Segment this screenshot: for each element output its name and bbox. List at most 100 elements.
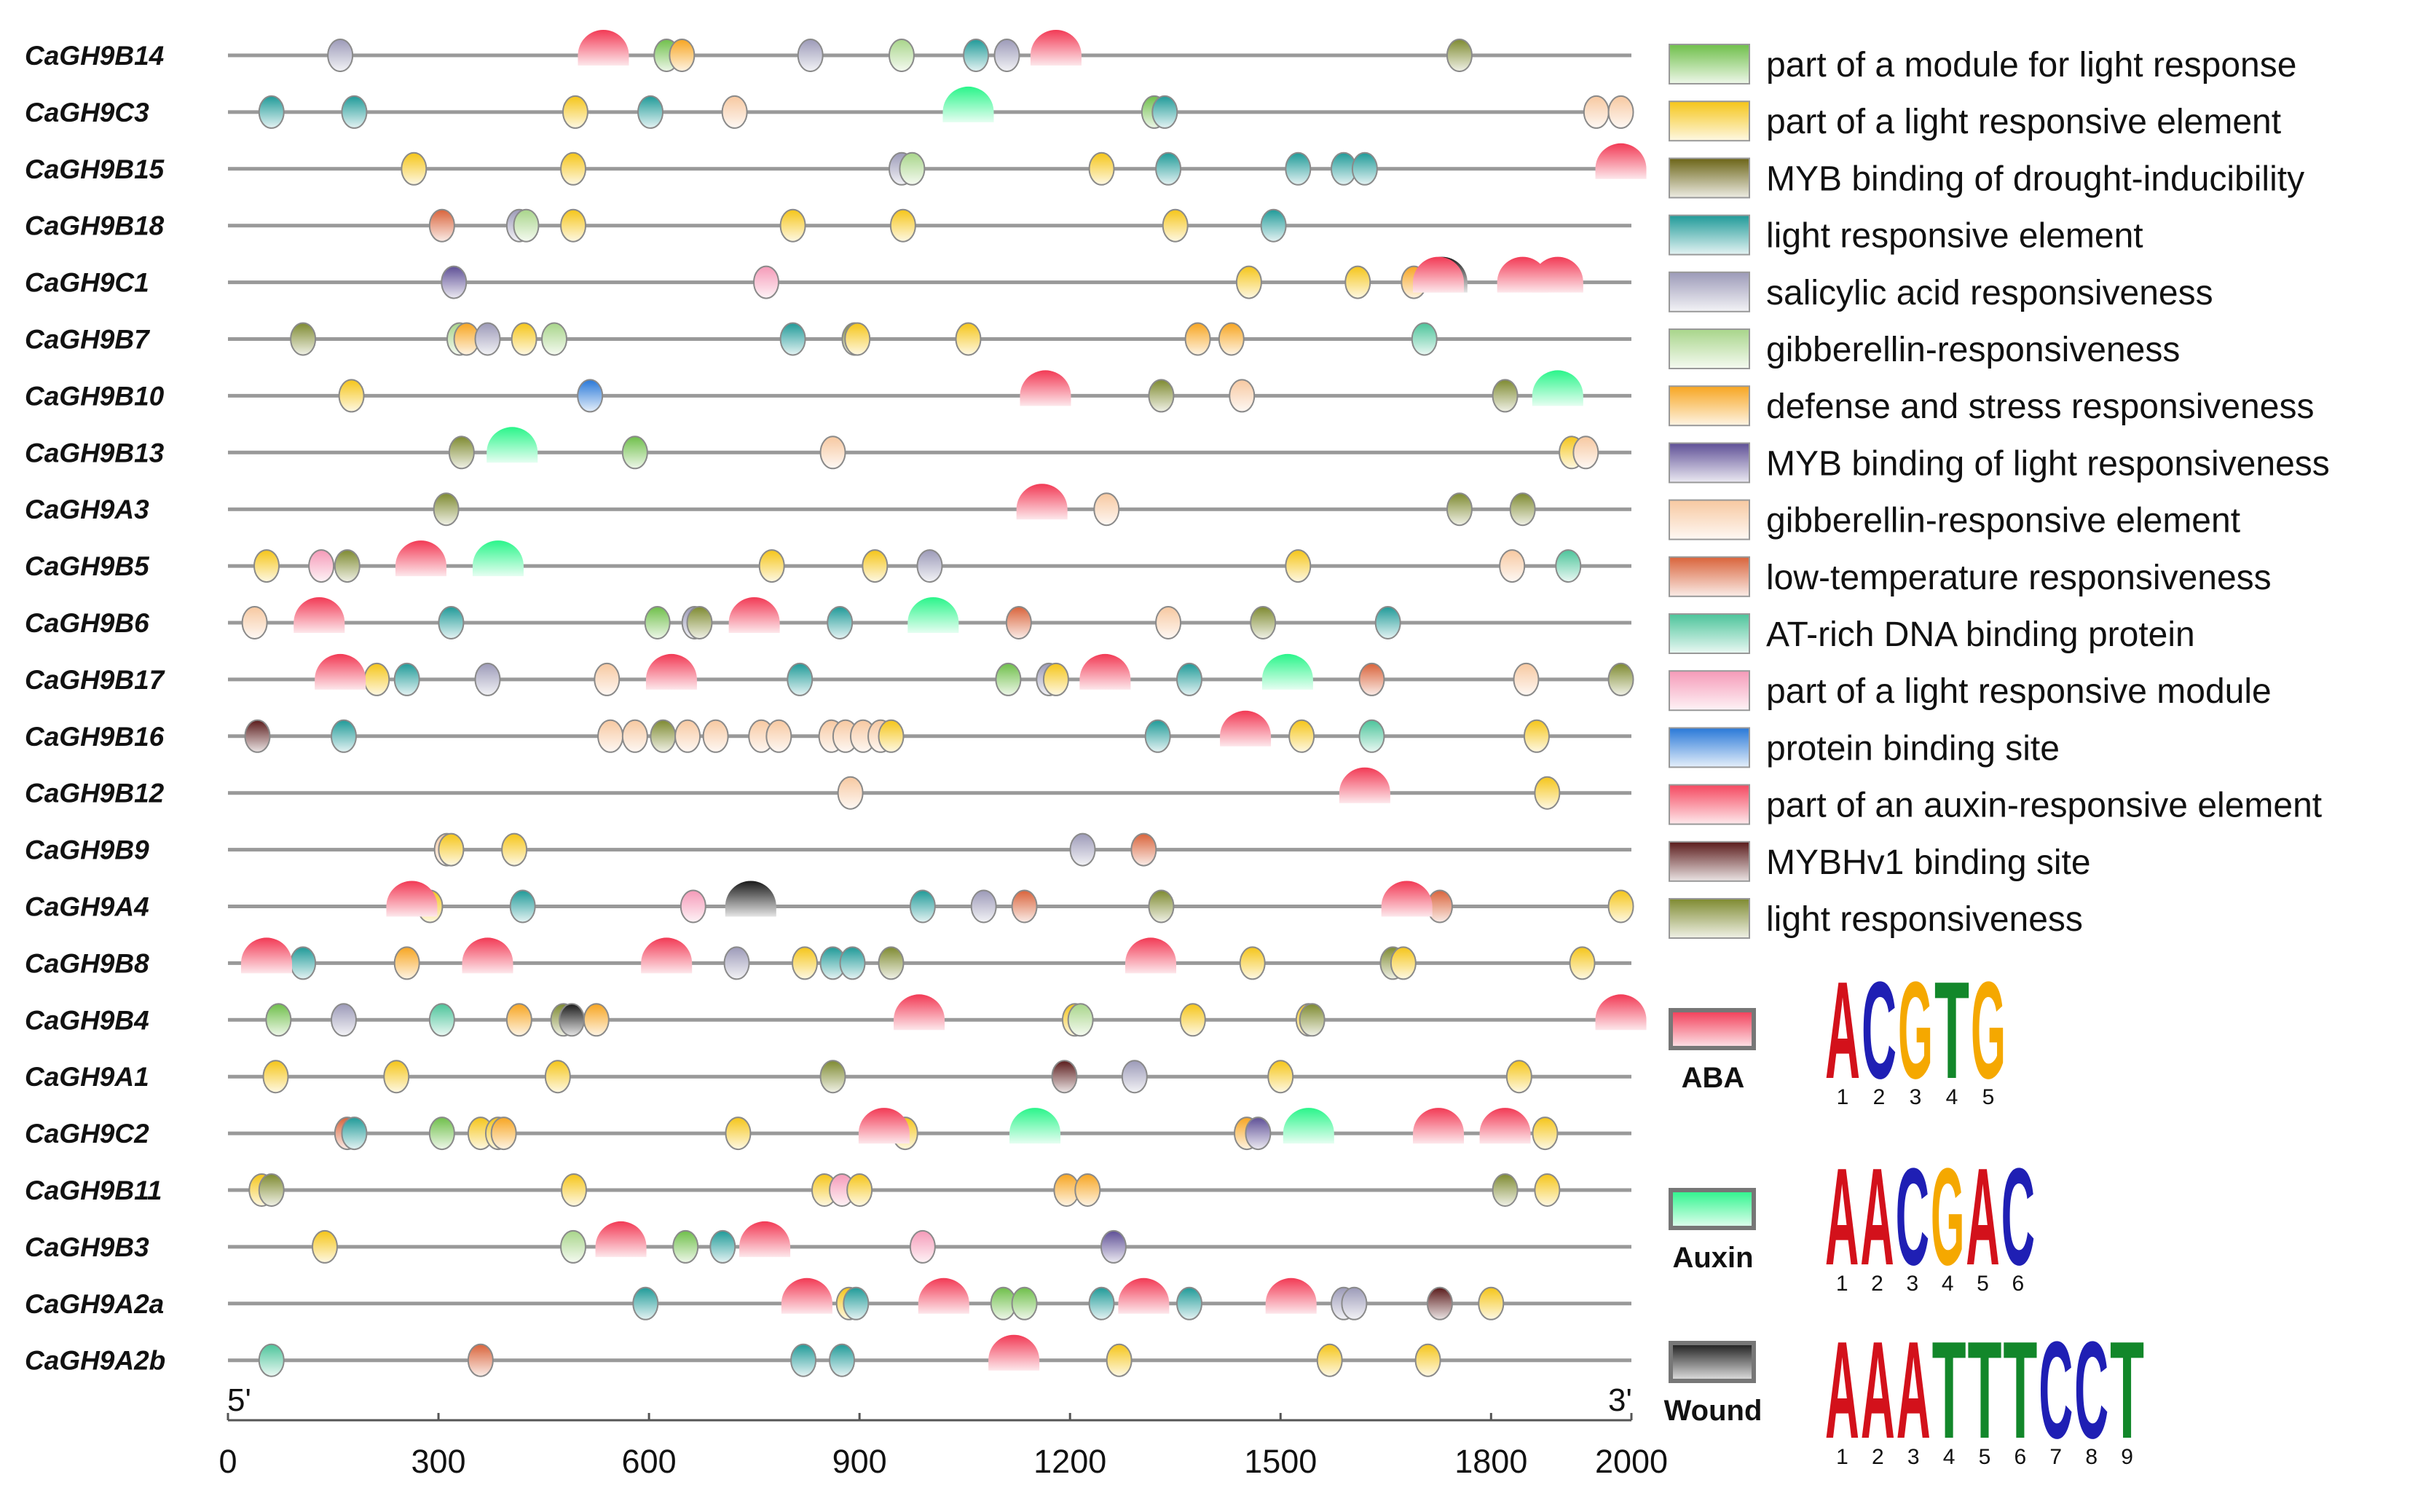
category-label: Auxin (1672, 1242, 1753, 1274)
logo-position: 4 (1943, 1445, 1956, 1469)
gene-name: CaGH9B11 (25, 1176, 162, 1205)
element-marker-mod_light (995, 662, 1022, 696)
three-prime-label: 3' (1608, 1382, 1632, 1418)
element-marker-light_mod (680, 889, 706, 924)
element-marker-light_el (1288, 719, 1315, 753)
gene-row: CaGH9B10 (25, 370, 1631, 413)
element-marker-light_el (1042, 662, 1069, 696)
element-marker-gib_el (1607, 95, 1634, 129)
aba-marker (1016, 484, 1068, 520)
element-marker-light_resp_el (341, 1117, 368, 1151)
x-tick-label: 1500 (1244, 1443, 1317, 1480)
legend-label: gibberellin-responsiveness (1766, 331, 2180, 369)
element-marker-light_resp (290, 322, 317, 356)
gene-name: CaGH9B15 (25, 154, 165, 184)
gene-row: CaGH9B9 (25, 832, 1631, 867)
element-marker-light_el (1316, 1343, 1343, 1377)
x-tick-label: 1800 (1454, 1443, 1527, 1480)
element-marker-lowtemp (1130, 832, 1157, 867)
element-marker-gib_el (241, 606, 268, 639)
element-marker-defense (490, 1117, 517, 1151)
logo-letter: A (1825, 953, 1860, 1108)
aba-marker (728, 597, 780, 633)
element-marker-light_el (889, 208, 916, 243)
gene-name: CaGH9B3 (25, 1232, 149, 1262)
aba-marker (1079, 653, 1131, 690)
logo-letter: C (1862, 953, 1897, 1108)
element-marker-light_resp_el (341, 95, 368, 129)
element-marker-light_el (1285, 549, 1312, 583)
gene-row: CaGH9A1 (25, 1060, 1631, 1094)
legend-label: MYBHv1 binding site (1766, 843, 2091, 882)
element-marker-defense (505, 1003, 532, 1037)
element-marker-light_resp_el (779, 322, 806, 356)
element-marker-light_resp_el (1151, 95, 1178, 129)
legend-item: part of an auxin-responsive element (1669, 784, 2322, 825)
element-marker-gib_el (1155, 606, 1182, 639)
auxin-marker (1261, 653, 1313, 690)
element-marker-light_resp_el (787, 662, 814, 696)
gene-name: CaGH9A2b (25, 1346, 165, 1376)
element-marker-light_resp (1509, 492, 1536, 527)
gene-row: CaGH9B18 (25, 208, 1631, 243)
legend-item: part of a module for light response (1669, 44, 2296, 84)
element-marker-light_el (560, 208, 587, 243)
aba-marker (1413, 1108, 1465, 1144)
legend-label: part of a module for light response (1766, 46, 2296, 84)
element-marker-gib_el (819, 436, 846, 470)
logo-position: 1 (1836, 1445, 1848, 1469)
element-marker-light_mod (308, 549, 335, 583)
x-tick-label: 900 (832, 1443, 887, 1480)
legend-swatch (1669, 271, 1750, 312)
element-marker-light_resp (1299, 1003, 1326, 1037)
legend-label: part of a light responsive module (1766, 672, 2272, 711)
element-marker-light_el (862, 549, 889, 583)
gene-row: CaGH9B6 (25, 597, 1631, 639)
element-marker-gib_el (702, 719, 729, 753)
element-marker-salicylic (330, 1003, 357, 1037)
aba-marker (1265, 1277, 1317, 1314)
auxin-marker (1283, 1108, 1334, 1144)
legend-item: protein binding site (1669, 727, 2060, 768)
gene-name: CaGH9B9 (25, 835, 149, 865)
category-label: ABA (1682, 1062, 1745, 1094)
element-marker-light_resp_el (790, 1343, 817, 1377)
aba-marker (858, 1108, 910, 1144)
aba-marker (1479, 1108, 1531, 1144)
category-auxin: Auxin A1 A2 C3 G4 A5 C6 (1669, 1140, 2035, 1296)
element-marker-light_resp (433, 492, 460, 527)
auxin-marker (487, 427, 538, 463)
legend-swatch (1669, 556, 1750, 597)
logo-position: 4 (1942, 1272, 1954, 1296)
logo-letter: G (1971, 953, 2006, 1108)
gene-name: CaGH9A2a (25, 1289, 164, 1319)
category-wound: Wound A1 A2 A3 T4 T5 T6 C7 C8 T9 (1664, 1313, 2144, 1469)
aba-marker (240, 937, 292, 974)
element-marker-salicylic (916, 549, 943, 583)
legend-item: AT-rich DNA binding protein (1669, 613, 2195, 654)
element-marker-light_el (779, 208, 806, 243)
element-marker-light_el (1235, 265, 1262, 299)
x-tick-label: 600 (622, 1443, 677, 1480)
aba-marker (739, 1221, 791, 1257)
logo-position: 2 (1873, 1085, 1886, 1109)
element-marker-light_el (1179, 1003, 1206, 1037)
gene-name: CaGH9A3 (25, 495, 149, 524)
aba-marker (578, 30, 629, 66)
element-marker-light_el (561, 1173, 588, 1207)
gene-row: CaGH9B12 (25, 767, 1631, 810)
element-marker-gib_el (1093, 492, 1120, 527)
legend-item: low-temperature responsiveness (1669, 556, 2272, 597)
gene-row: CaGH9A3 (25, 484, 1631, 527)
logo-position: 5 (1979, 1445, 1991, 1469)
element-marker-salicylic (1341, 1286, 1368, 1320)
element-marker-light_resp_el (438, 606, 465, 639)
gene-name: CaGH9B6 (25, 608, 149, 638)
auxin-marker (1532, 370, 1583, 406)
logo-letter: T (1968, 1313, 2002, 1468)
aba-marker (462, 937, 513, 974)
element-marker-light_resp_el (509, 889, 536, 924)
element-marker-mod_light (1011, 1286, 1038, 1320)
logo-letter: T (2003, 1313, 2037, 1468)
auxin-marker (472, 540, 524, 577)
